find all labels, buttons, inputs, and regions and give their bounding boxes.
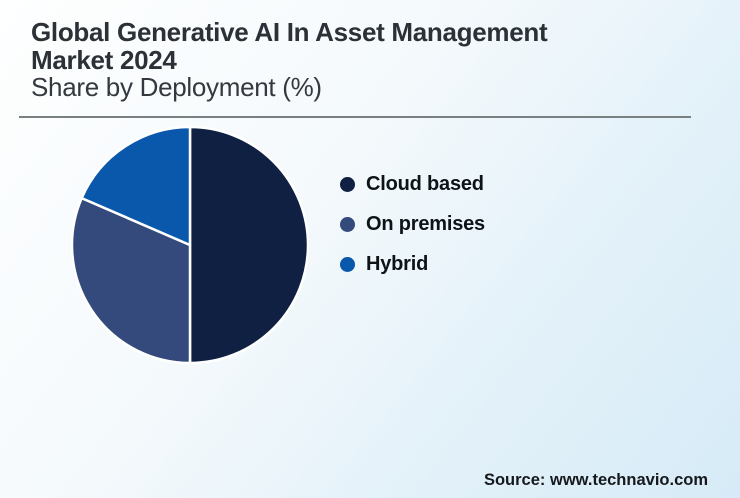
legend: Cloud based On premises Hybrid <box>340 164 485 284</box>
legend-dot-cloud-based-icon <box>340 176 355 192</box>
chart-title-line1: Global Generative AI In Asset Management <box>31 17 548 47</box>
header: Global Generative AI In Asset Management… <box>31 17 548 102</box>
pie-chart-area <box>70 125 310 365</box>
pie-slice-cloud-based <box>188 125 310 365</box>
legend-label-cloud-based: Cloud based <box>366 172 484 195</box>
source-credit: Source: www.technavio.com <box>483 471 708 489</box>
legend-label-on-premises: On premises <box>366 212 485 235</box>
legend-item-on-premises: On premises <box>340 204 485 244</box>
legend-item-hybrid: Hybrid <box>340 244 485 284</box>
legend-item-cloud-based: Cloud based <box>340 164 485 204</box>
header-divider <box>19 116 691 119</box>
chart-title-line2: Market 2024 <box>31 45 177 75</box>
pie-slice-hybrid <box>80 125 192 247</box>
pie-slice-on-premises <box>70 196 192 365</box>
chart-subtitle: Share by Deployment (%) <box>31 72 322 102</box>
legend-dot-on-premises-icon <box>340 216 355 232</box>
pie-chart <box>70 125 310 365</box>
chart-title: Global Generative AI In Asset Management… <box>31 17 548 75</box>
legend-dot-hybrid-icon <box>340 256 355 272</box>
legend-label-hybrid: Hybrid <box>366 252 429 275</box>
